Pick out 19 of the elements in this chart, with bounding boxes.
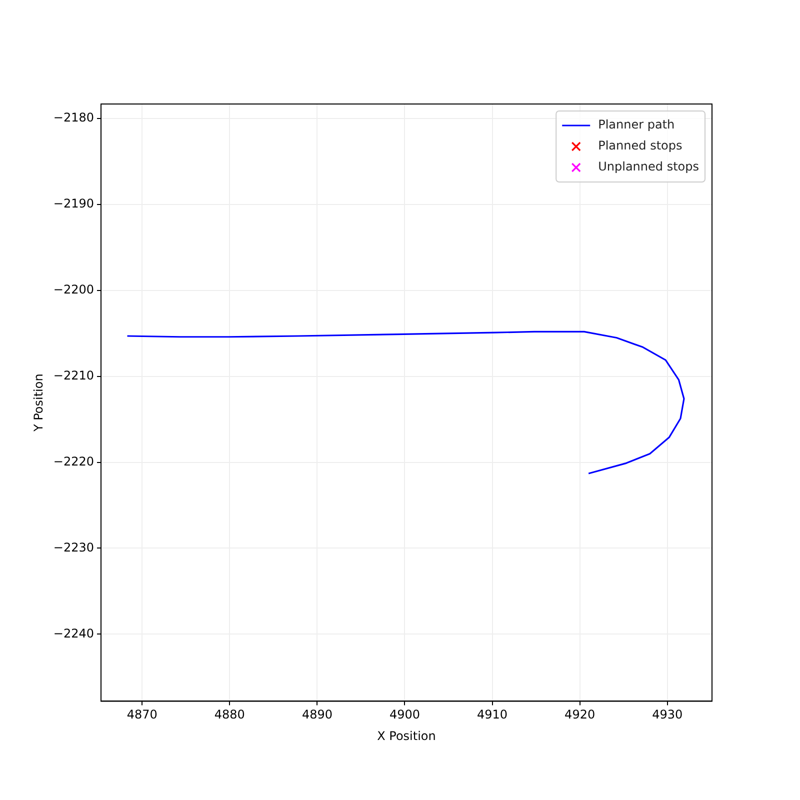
x-tick-label: 4880 [214, 708, 245, 722]
legend-label: Unplanned stops [598, 160, 700, 174]
y-tick-label: −2190 [53, 196, 94, 211]
x-tick-label: 4870 [126, 708, 158, 722]
y-tick-label: −2220 [53, 454, 94, 468]
y-tick-label: −2210 [53, 368, 94, 383]
x-axis-title: X Position [377, 728, 436, 743]
y-tick-label: −2230 [53, 540, 94, 554]
y-tick-label: −2240 [53, 626, 94, 640]
x-tick-label: 4920 [564, 708, 596, 722]
x-tick-label: 4890 [302, 708, 332, 722]
legend-label: Planner path [598, 118, 675, 132]
x-tick-label: 4930 [652, 708, 683, 722]
x-tick-label: 4910 [477, 708, 508, 722]
y-axis-title: Y Position [31, 374, 46, 433]
legend-label: Planned stops [598, 138, 682, 153]
y-tick-label: −2200 [53, 282, 94, 297]
x-tick-label: 4900 [389, 708, 420, 722]
y-tick-label: −2180 [53, 110, 94, 125]
